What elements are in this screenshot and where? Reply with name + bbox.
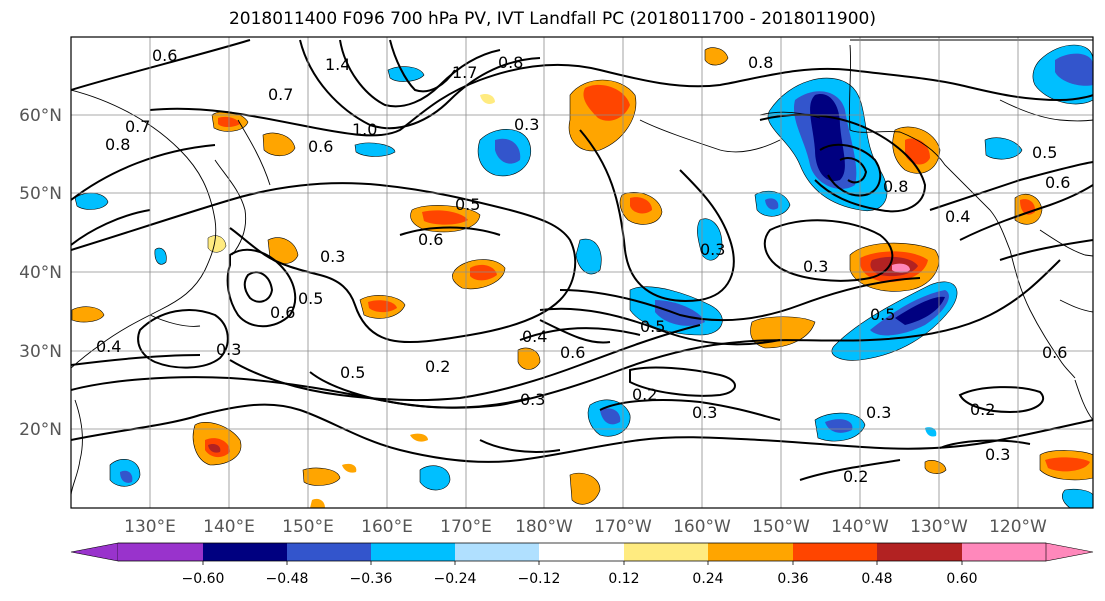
contour-label: 0.3: [692, 403, 717, 422]
colorbar-tick-label: −0.12: [518, 571, 561, 587]
lon-label: 160°E: [361, 517, 413, 537]
contour-label: 0.3: [803, 257, 828, 276]
lat-label: 60°N: [19, 106, 62, 126]
contour-label: 0.3: [985, 445, 1010, 464]
lon-label: 170°E: [440, 517, 492, 537]
contour-labels: 0.6 0.7 0.8 1.4 1.7 0.8 1.0 0.6 0.3 0.8 …: [96, 46, 1070, 486]
lat-label: 20°N: [19, 420, 62, 440]
colorbar-tick-label: −0.48: [266, 571, 309, 587]
colorbar-cell: [962, 543, 1046, 561]
gridlines: [71, 37, 1093, 508]
lat-label: 30°N: [19, 342, 62, 362]
contour-label: 0.5: [298, 289, 323, 308]
contour-label: 0.2: [970, 400, 995, 419]
contour-label: 0.8: [883, 177, 908, 196]
colorbar-min-extend: [70, 542, 119, 562]
contour-label: 0.6: [1045, 173, 1070, 192]
negative-anomaly-bering-core: [495, 138, 521, 164]
contour-label: 0.6: [308, 137, 333, 156]
contour-label: 0.5: [1032, 143, 1057, 162]
contour-label: 0.8: [748, 53, 773, 72]
pv-contours: [71, 39, 1093, 481]
colorbar-tick-label: −0.36: [350, 571, 393, 587]
contour-label: 0.4: [522, 327, 547, 346]
contour-label: 0.7: [268, 85, 293, 104]
lat-label: 50°N: [19, 184, 62, 204]
contour-label: 1.7: [452, 63, 477, 82]
contour-label: 0.2: [843, 467, 868, 486]
contour-label: 0.2: [425, 357, 450, 376]
contour-label: 1.0: [352, 120, 377, 139]
lon-label: 120°W: [989, 517, 1047, 537]
contour-label: 0.5: [640, 317, 665, 336]
shading-layer: [71, 44, 1093, 508]
colorbar-cell: [539, 543, 624, 561]
contour-label: 0.2: [632, 385, 657, 404]
contour-label: 0.7: [125, 117, 150, 136]
contour-label: 0.6: [152, 46, 177, 65]
contour-label: 0.4: [945, 207, 970, 226]
contour-label: 1.4: [325, 55, 350, 74]
contour-label: 0.6: [1042, 343, 1067, 362]
lon-label: 140°E: [203, 517, 255, 537]
contour-label: 0.4: [96, 337, 121, 356]
colorbar-tick-label: 0.36: [777, 571, 808, 587]
colorbar-tick-label: 0.12: [608, 571, 639, 587]
colorbar-tick-label: −0.60: [182, 571, 225, 587]
lon-label: 150°E: [282, 517, 334, 537]
colorbar-cell: [455, 543, 539, 561]
negative-anomaly-ne-core: [1055, 53, 1093, 86]
lat-label: 40°N: [19, 263, 62, 283]
lon-label: 160°W: [673, 517, 731, 537]
lon-label: 150°W: [752, 517, 810, 537]
contour-label: 0.6: [418, 230, 443, 249]
lon-label: 130°E: [124, 517, 176, 537]
contour-label: 0.6: [270, 303, 295, 322]
colorbar-max-extend: [1045, 542, 1094, 562]
latitude-labels: 60°N 50°N 40°N 30°N 20°N: [19, 106, 62, 440]
contour-label: 0.5: [870, 305, 895, 324]
contour-label: 0.5: [340, 363, 365, 382]
contour-label: 0.3: [320, 247, 345, 266]
contour-label: 0.3: [866, 403, 891, 422]
colorbar-tick-label: 0.48: [861, 571, 892, 587]
coastlines: [71, 39, 1093, 496]
colorbar-tick-label: −0.24: [434, 571, 477, 587]
lon-label: 170°W: [594, 517, 652, 537]
colorbar-tick-label: 0.24: [692, 571, 723, 587]
colorbar-cell: [708, 543, 793, 561]
colorbar: −0.60 −0.48 −0.36 −0.24 −0.12 0.12 0.24 …: [70, 542, 1094, 587]
colorbar-cell: [624, 543, 708, 561]
contour-label: 0.3: [520, 390, 545, 409]
longitude-labels: 130°E 140°E 150°E 160°E 170°E 180°W 170°…: [124, 517, 1047, 537]
negative-anomaly-east-pacific-core2: [895, 296, 945, 325]
contour-label: 0.3: [514, 115, 539, 134]
colorbar-cell: [371, 543, 455, 561]
contour-label: 0.3: [216, 340, 241, 359]
lon-label: 140°W: [831, 517, 889, 537]
contour-label: 0.8: [105, 135, 130, 154]
colorbar-cell: [287, 543, 371, 561]
contour-label: 0.6: [560, 343, 585, 362]
lon-label: 130°W: [910, 517, 968, 537]
contour-label: 0.3: [700, 240, 725, 259]
colorbar-cell: [793, 543, 877, 561]
contour-label: 0.5: [455, 195, 480, 214]
colorbar-cell: [203, 543, 287, 561]
negative-anomaly-central-core: [655, 300, 705, 326]
colorbar-cell: [877, 543, 962, 561]
map-title: 2018011400 F096 700 hPa PV, IVT Landfall…: [228, 9, 876, 29]
contour-label: 0.8: [498, 53, 523, 72]
map-frame: [70, 36, 1094, 509]
lon-label: 180°W: [515, 517, 573, 537]
colorbar-tick-label: 0.60: [946, 571, 977, 587]
colorbar-cell: [118, 543, 203, 561]
